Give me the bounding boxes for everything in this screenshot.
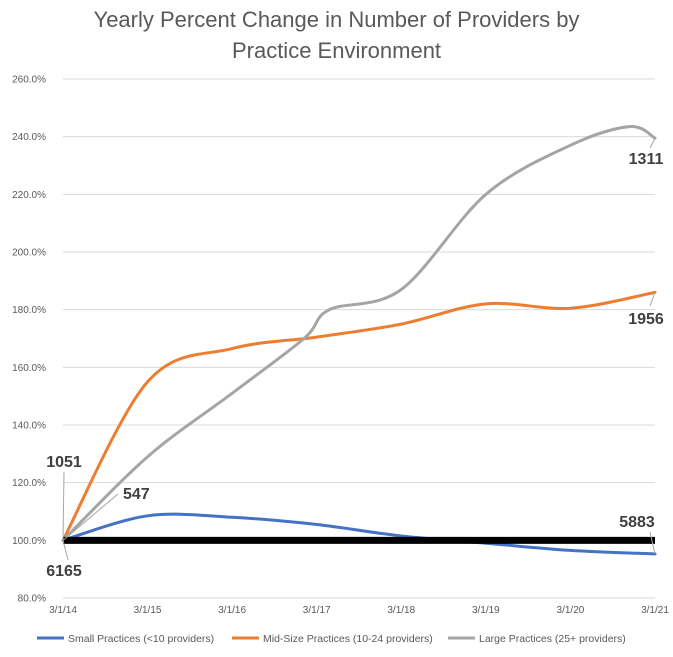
leader-line — [649, 531, 656, 554]
x-tick-label: 3/1/21 — [641, 605, 669, 616]
end-label-large-practices: 1311 — [629, 151, 664, 168]
y-tick-label: 140.0% — [12, 421, 46, 432]
end-label-small-practices: 5883 — [619, 514, 655, 531]
leader-line — [649, 137, 656, 149]
gridlines — [63, 78, 655, 599]
legend-label-mid-size-practices: Mid-Size Practices (10-24 providers) — [263, 633, 433, 645]
end-label-mid-size-practices: 1956 — [628, 311, 664, 328]
chart-title: Yearly Percent Change in Number of Provi… — [0, 4, 673, 66]
y-tick-label: 200.0% — [12, 248, 46, 259]
x-tick-label: 3/1/15 — [134, 605, 162, 616]
y-tick-label: 160.0% — [12, 363, 46, 374]
x-tick-label: 3/1/18 — [387, 605, 415, 616]
leader-line — [649, 292, 656, 307]
chart-title-line-2: Practice Environment — [231, 38, 442, 63]
start-label-large-practices: 547 — [123, 486, 150, 503]
x-axis-tick-labels: 3/1/14 3/1/15 3/1/16 3/1/17 3/1/18 3/1/19 3/1/… — [49, 605, 669, 616]
series-line-small-practices — [61, 512, 657, 556]
start-label-small-practices: 6165 — [46, 563, 82, 580]
leader-line — [62, 471, 65, 541]
x-tick-label: 3/1/16 — [218, 605, 246, 616]
chart-title-line-1: Yearly Percent Change in Number of Provi… — [93, 7, 580, 32]
start-label-mid-size-practices: 1051 — [46, 454, 82, 471]
data-labels: 6165 5883 1051 1956 547 1311 — [46, 137, 664, 580]
leader-line — [62, 540, 69, 561]
series-line-mid-size-practices — [61, 290, 657, 542]
x-tick-label: 3/1/17 — [303, 605, 331, 616]
y-tick-label: 220.0% — [12, 190, 46, 201]
y-tick-label: 80.0% — [18, 594, 46, 605]
y-tick-label: 120.0% — [12, 478, 46, 489]
legend: Small Practices (<10 providers) Mid-Size … — [37, 633, 626, 645]
y-tick-label: 100.0% — [12, 536, 46, 547]
y-axis-tick-labels: 80.0% 100.0% 120.0% 140.0% 160.0% 180.0% 200.0… — [12, 75, 46, 605]
y-tick-label: 240.0% — [12, 132, 46, 143]
series-lines — [61, 125, 657, 556]
series-line-large-practices — [61, 125, 657, 542]
legend-label-large-practices: Large Practices (25+ providers) — [479, 633, 626, 645]
x-tick-label: 3/1/20 — [557, 605, 585, 616]
x-tick-label: 3/1/19 — [472, 605, 500, 616]
y-tick-label: 180.0% — [12, 305, 46, 316]
legend-label-small-practices: Small Practices (<10 providers) — [68, 633, 214, 645]
y-tick-label: 260.0% — [12, 75, 46, 86]
leader-line — [62, 493, 119, 541]
x-tick-label: 3/1/14 — [49, 605, 77, 616]
